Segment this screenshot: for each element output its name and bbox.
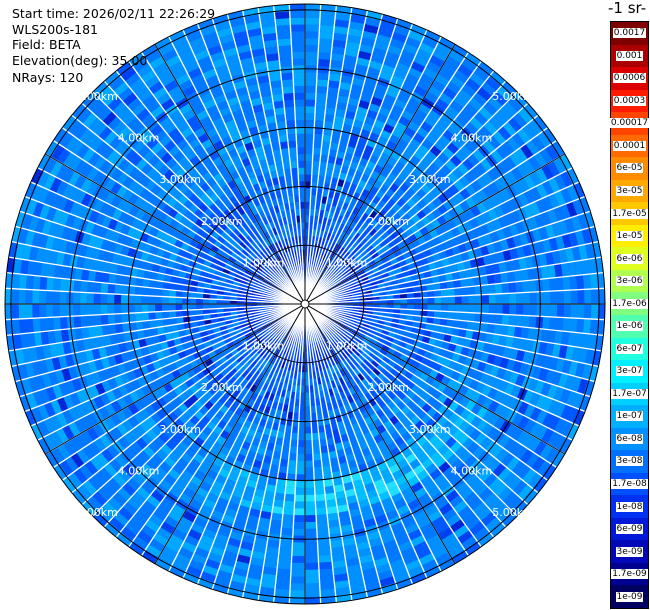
colorbar-level-label: 1.7e-06 (611, 298, 648, 309)
colorbar-level: 1e-07 (611, 405, 648, 428)
instrument-label: WLS200s-181 (12, 22, 98, 37)
colorbar-level: 0.00017 (609, 112, 650, 135)
colorbar-level-label: 6e-05 (615, 163, 644, 174)
colorbar-level: 0.0003 (611, 89, 648, 113)
range-ring-label: 2.00km (367, 381, 409, 394)
colorbar-level: 1e-06 (611, 315, 648, 338)
colorbar-level-label: 0.00017 (609, 118, 650, 129)
range-ring-label: 4.00km (118, 132, 160, 145)
colorbar-level-label: 1e-06 (615, 321, 644, 332)
colorbar-level: 1e-05 (611, 224, 648, 248)
colorbar-level: 1e-08 (611, 495, 648, 518)
colorbar-level-label: 0.0001 (612, 140, 647, 151)
range-ring-label: 5.00km (492, 90, 534, 103)
range-ring-label: 5.00km (76, 506, 118, 519)
range-ring-label: 2.00km (201, 381, 243, 394)
colorbar-level-label: 1e-08 (615, 501, 644, 512)
colorbar-level: 0.001 (611, 44, 648, 68)
colorbar-level: 3e-08 (611, 450, 648, 473)
colorbar-level: 0.0017 (611, 22, 648, 45)
colorbar-level-label: 1.7e-08 (611, 479, 648, 490)
range-ring-label: 4.00km (118, 464, 160, 477)
colorbar-level: 1.7e-09 (611, 562, 648, 586)
colorbar-level-label: 3e-06 (615, 276, 644, 287)
range-ring-label: 1.00km (326, 340, 368, 353)
colorbar-level-label: 3e-07 (615, 366, 644, 377)
range-ring-label: 3.00km (409, 173, 451, 186)
colorbar-level-label: 0.0017 (612, 28, 647, 39)
colorbar-level: 6e-09 (611, 517, 648, 541)
colorbar-level-label: 6e-08 (615, 433, 644, 444)
range-ring-label: 4.00km (451, 132, 493, 145)
elevation-label: Elevation(deg): 35.00 (12, 53, 148, 68)
range-ring-label: 3.00km (409, 423, 451, 436)
range-ring-label: 4.00km (451, 464, 493, 477)
colorbar-level-label: 6e-09 (615, 524, 644, 535)
range-ring-label: 5.00km (492, 506, 534, 519)
colorbar-level: 3e-09 (611, 540, 648, 563)
colorbar-units-label: -1 sr- (608, 0, 647, 17)
colorbar-level: 0.0006 (611, 67, 648, 90)
range-ring-label: 5.00km (76, 90, 118, 103)
colorbar-level: 6e-05 (611, 157, 648, 180)
range-ring-label: 1.00km (326, 256, 368, 269)
colorbar-level-label: 0.0003 (612, 95, 647, 106)
range-ring-label: 3.00km (159, 423, 201, 436)
ray-separators (5, 4, 605, 604)
colorbar-level: 1.7e-07 (611, 382, 648, 406)
colorbar-level-label: 3e-09 (615, 546, 644, 557)
colorbar-level: 3e-07 (611, 360, 648, 383)
colorbar-level: 3e-06 (611, 269, 648, 293)
colorbar-level-label: 3e-08 (615, 456, 644, 467)
colorbar-level: 1.7e-06 (611, 292, 648, 315)
range-labels: 1.00km 1.00km 1.00km 1.00km 2.00km 2.00km 2.00… (76, 90, 534, 519)
colorbar-level-label: 1e-05 (615, 231, 644, 242)
colorbar-level-label: 6e-06 (615, 253, 644, 264)
colorbar-level: 1e-09 (611, 585, 648, 608)
colorbar-level-label: 3e-05 (615, 186, 644, 197)
range-ring-label: 1.00km (243, 340, 285, 353)
colorbar-level-label: 6e-07 (615, 343, 644, 354)
colorbar-level-label: 1.7e-05 (611, 208, 648, 219)
radar-center-marker (300, 299, 310, 309)
colorbar-level: 1.7e-05 (611, 202, 648, 225)
range-ring-label: 1.00km (243, 256, 285, 269)
range-ring-label: 2.00km (367, 215, 409, 228)
colorbar-level: 1.7e-08 (611, 472, 648, 496)
colorbar-level-label: 1e-09 (615, 591, 644, 602)
colorbar-level: 6e-06 (611, 247, 648, 270)
colorbar-level: 6e-08 (611, 427, 648, 451)
colorbar-level-label: 1.7e-09 (611, 569, 648, 580)
colorbar-level: 0.0001 (611, 134, 648, 158)
field-label: Field: BETA (12, 37, 81, 52)
colorbar-level-label: 0.001 (615, 50, 644, 61)
colorbar-level: 6e-07 (611, 337, 648, 361)
colorbar: 0.0017 0.001 0.0006 0.0003 0.00017 0.0001 6e-0… (609, 21, 650, 609)
start-time-label: Start time: 2026/02/11 22:26:29 (12, 6, 216, 21)
colorbar-level-label: 0.0006 (612, 73, 647, 84)
ppi-plot[interactable]: 1.00km 1.00km 1.00km 1.00km 2.00km 2.00km 2.00… (0, 0, 610, 610)
colorbar-level-label: 1.7e-07 (611, 388, 648, 399)
colorbar-level: 3e-05 (611, 179, 648, 203)
range-ring-label: 2.00km (201, 215, 243, 228)
range-ring-label: 3.00km (159, 173, 201, 186)
nrays-label: NRays: 120 (12, 70, 84, 85)
colorbar-level-label: 1e-07 (615, 411, 644, 422)
